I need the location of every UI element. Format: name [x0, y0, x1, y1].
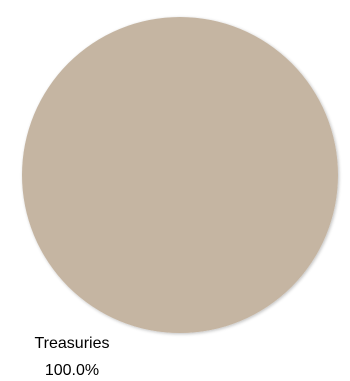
slice-label-treasuries: Treasuries [35, 335, 110, 352]
pie-slice-treasuries [22, 17, 338, 333]
pie-labels: Treasuries 100.0% [35, 335, 110, 379]
pie-slices [22, 17, 338, 333]
slice-value-treasuries: 100.0% [45, 362, 99, 379]
